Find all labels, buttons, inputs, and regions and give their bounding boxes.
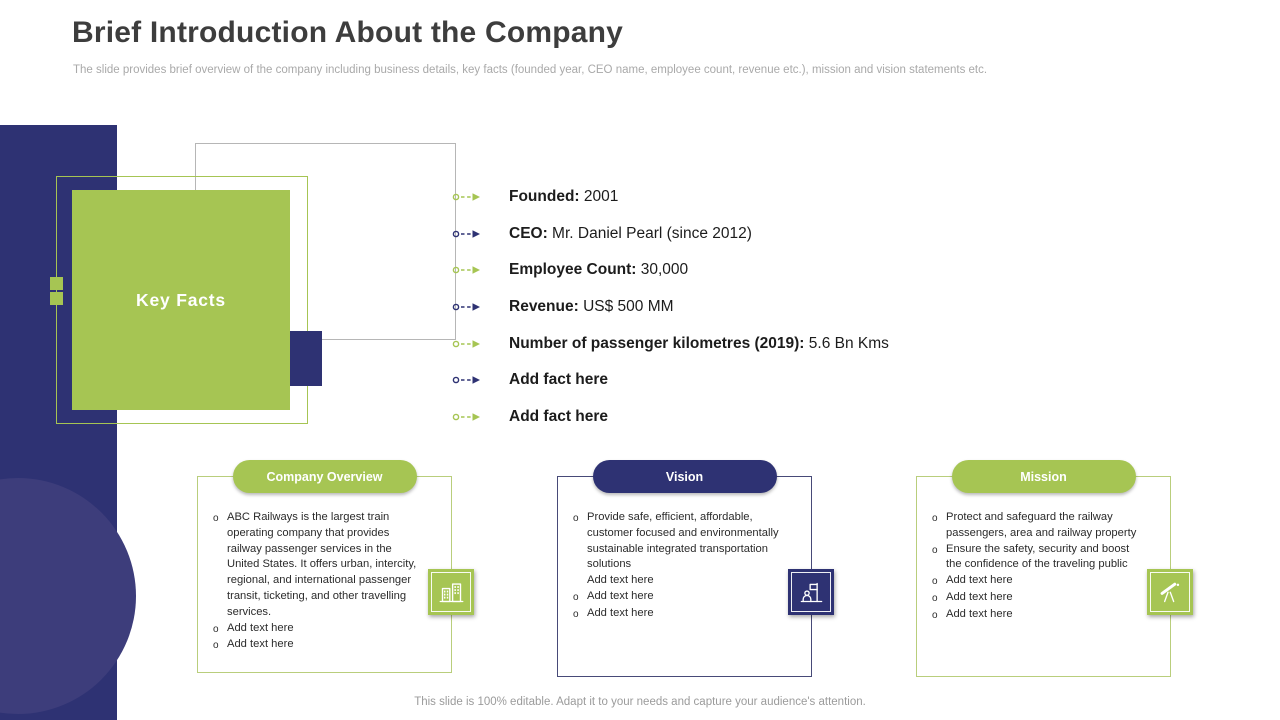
item-text: Add text here [587, 574, 654, 587]
column-icon-frame [791, 572, 831, 612]
fact-label: Revenue: [509, 298, 579, 316]
bullet-marker: o [932, 513, 938, 524]
item-text: Provide safe, efficient, affordable, cus… [587, 511, 779, 571]
dashed-arrow-icon [452, 338, 482, 350]
footer-note: This slide is 100% editable. Adapt it to… [414, 696, 866, 708]
list-item[interactable]: o Ensure the safety, security and boost t… [928, 542, 1144, 574]
list-item[interactable]: o Add text here [928, 607, 1144, 624]
bullet-marker: o [932, 592, 938, 604]
list-item[interactable]: o Add text here [209, 621, 425, 638]
bullet-marker: o [573, 608, 579, 620]
item-text: Add text here [946, 590, 1013, 603]
fact-row[interactable]: Add fact here [452, 362, 889, 399]
info-column: Company Overview o ABC Railways is the la… [197, 460, 474, 673]
list-item[interactable]: o Add text here [928, 590, 1144, 607]
column-header-label: Vision [665, 469, 704, 484]
info-column: Vision o Provide safe, efficient, afforda… [557, 460, 834, 677]
fact-row[interactable]: Add fact here [452, 399, 889, 436]
column-icon-frame [1150, 572, 1190, 612]
bullet-marker: o [573, 513, 579, 524]
bullet-marker: o [932, 544, 938, 556]
item-text: Add text here [227, 621, 294, 634]
dashed-arrow-icon [452, 264, 482, 276]
list-item[interactable]: Add text here [569, 573, 785, 589]
fact-row[interactable]: Employee Count: 30,000 [452, 252, 889, 289]
bullet-list: o ABC Railways is the largest train opera… [198, 477, 451, 654]
info-column: Mission o Protect and safeguard the railw… [916, 460, 1193, 677]
fact-text: Employee Count: 30,000 [509, 261, 688, 279]
page-subtitle: The slide provides brief overview of the… [73, 64, 988, 76]
decorative-small-square [50, 292, 63, 305]
item-text: Ensure the safety, security and boost th… [946, 542, 1130, 571]
column-header-pill[interactable]: Mission [951, 460, 1136, 493]
fact-label: Add fact here [509, 371, 609, 389]
fact-text: Add fact here [509, 371, 608, 389]
list-item[interactable]: o Protect and safeguard the railway passe… [928, 510, 1144, 542]
dashed-arrow-icon [452, 374, 482, 386]
list-item[interactable]: o Add text here [209, 637, 425, 654]
column-header-label: Mission [1020, 469, 1067, 484]
column-icon-frame [431, 572, 471, 612]
fact-value: 30,000 [636, 261, 689, 279]
fact-row[interactable]: Founded: 2001 [452, 179, 889, 216]
fact-row[interactable]: Revenue: US$ 500 MM [452, 289, 889, 326]
key-facts-label: Key Facts [136, 289, 226, 310]
fact-value: 5.6 Bn Kms [804, 334, 889, 352]
item-text: Add text here [587, 606, 654, 619]
bullet-marker: o [213, 623, 219, 635]
list-item[interactable]: o Add text here [569, 606, 785, 623]
decorative-small-square [50, 277, 63, 290]
column-header-pill[interactable]: Vision [592, 460, 777, 493]
fact-text: CEO: Mr. Daniel Pearl (since 2012) [509, 225, 752, 243]
dashed-arrow-icon [452, 191, 482, 203]
fact-value: US$ 500 MM [578, 298, 674, 316]
fact-text: Add fact here [509, 408, 608, 426]
column-header-pill[interactable]: Company Overview [232, 460, 417, 493]
fact-label: Number of passenger kilometres (2019): [509, 334, 805, 352]
item-text: Add text here [227, 638, 294, 651]
bullet-marker: o [932, 576, 938, 588]
item-text: ABC Railways is the largest train operat… [227, 511, 417, 618]
bullet-marker [569, 573, 587, 589]
item-text: Add text here [946, 574, 1013, 587]
item-text: Add text here [946, 607, 1013, 620]
item-text: Protect and safeguard the railway passen… [946, 511, 1137, 539]
bullet-list: o Provide safe, efficient, affordable, cu… [558, 477, 811, 623]
list-item[interactable]: o Add text here [569, 589, 785, 606]
fact-label: Founded: [509, 188, 580, 206]
fact-row[interactable]: Number of passenger kilometres (2019): 5… [452, 325, 889, 362]
fact-label: Employee Count: [509, 261, 637, 279]
item-text: Add text here [587, 589, 654, 602]
bullet-list: o Protect and safeguard the railway passe… [917, 477, 1170, 624]
dashed-arrow-icon [452, 228, 482, 240]
fact-row[interactable]: CEO: Mr. Daniel Pearl (since 2012) [452, 216, 889, 253]
facts-list: Founded: 2001 CEO: Mr. Daniel Pearl (sinc… [452, 179, 889, 435]
fact-label: Add fact here [509, 407, 609, 425]
fact-text: Founded: 2001 [509, 188, 618, 206]
decorative-navy-rect [286, 331, 322, 386]
fact-value: Mr. Daniel Pearl (since 2012) [547, 224, 752, 242]
flag-passenger-icon [788, 569, 834, 615]
fact-text: Number of passenger kilometres (2019): 5… [509, 335, 889, 353]
fact-value: 2001 [579, 188, 619, 206]
key-facts-shape[interactable]: Key Facts [72, 190, 290, 410]
bullet-marker: o [932, 609, 938, 621]
column-header-label: Company Overview [266, 469, 383, 484]
list-item[interactable]: o ABC Railways is the largest train opera… [209, 510, 425, 621]
bullet-marker: o [213, 513, 219, 524]
list-item[interactable]: o Provide safe, efficient, affordable, cu… [569, 510, 785, 573]
list-item[interactable]: o Add text here [928, 573, 1144, 590]
dashed-arrow-icon [452, 411, 482, 423]
bullet-marker: o [213, 640, 219, 652]
fact-text: Revenue: US$ 500 MM [509, 298, 674, 316]
fact-label: CEO: [509, 224, 548, 242]
dashed-arrow-icon [452, 301, 482, 313]
bullet-marker: o [573, 591, 579, 603]
page-title: Brief Introduction About the Company [72, 16, 624, 49]
telescope-icon [1147, 569, 1193, 615]
building-icon [428, 569, 474, 615]
